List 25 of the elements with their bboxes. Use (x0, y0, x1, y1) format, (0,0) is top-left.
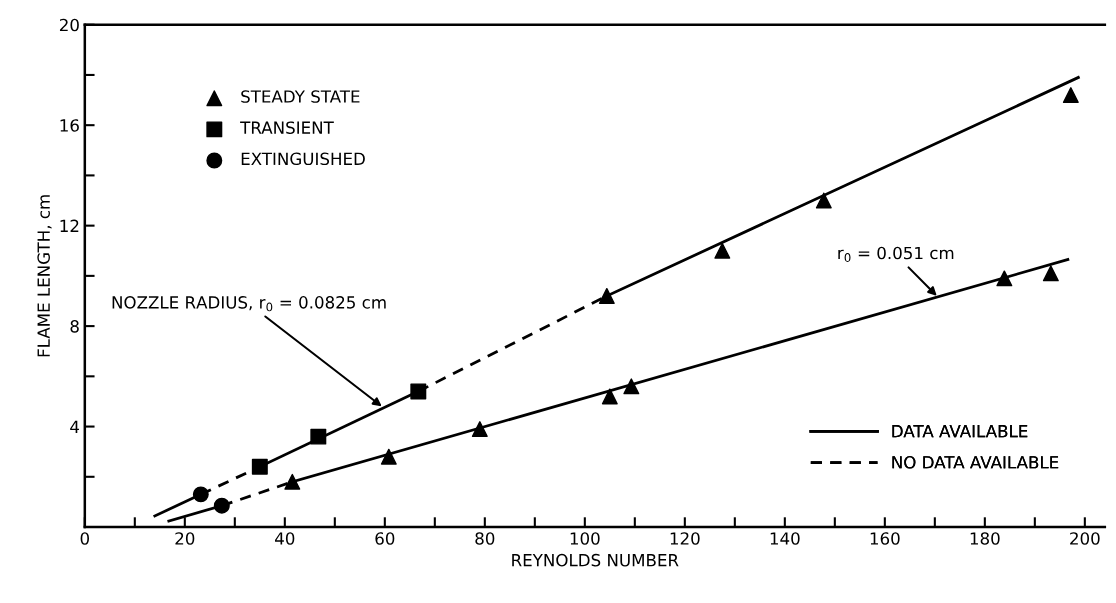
x-tick-label: 100 (570, 532, 600, 545)
x-tick-label: 200 (1070, 532, 1100, 545)
y-tick-label: 12 (60, 219, 79, 232)
x-axis-title: REYNOLDS NUMBER (512, 553, 679, 567)
x-tick-label: 80 (475, 532, 495, 545)
x-tick-label: 120 (670, 532, 700, 545)
x-tick-label: 20 (175, 532, 195, 545)
annotation: r$_{0}$ = 0.051 cm (838, 246, 954, 262)
y-tick-label: 20 (59, 18, 79, 32)
y-axis-title: FLAME LENGTH, cm (37, 195, 52, 357)
x-tick-label: 140 (770, 532, 800, 545)
legend-label: DATA AVAILABLE (892, 425, 1028, 438)
legend-label: EXTINGUISHED (241, 152, 365, 166)
y-tick-label: 16 (60, 119, 79, 132)
x-tick-label: 60 (375, 532, 395, 545)
legend-label: NO DATA AVAILABLE (892, 456, 1059, 469)
x-tick-label: 180 (970, 532, 1000, 545)
y-tick-label: 4 (70, 420, 80, 433)
x-tick-label: 0 (80, 532, 90, 545)
x-tick-label: 40 (275, 532, 295, 545)
x-tick-label: 160 (870, 532, 900, 545)
legend-label: STEADY STATE (241, 90, 360, 103)
legend-label: TRANSIENT (240, 121, 334, 134)
y-tick-label: 8 (70, 320, 79, 333)
annotation: NOZZLE RADIUS, r$_{0}$ = 0.0825 cm (112, 296, 386, 312)
